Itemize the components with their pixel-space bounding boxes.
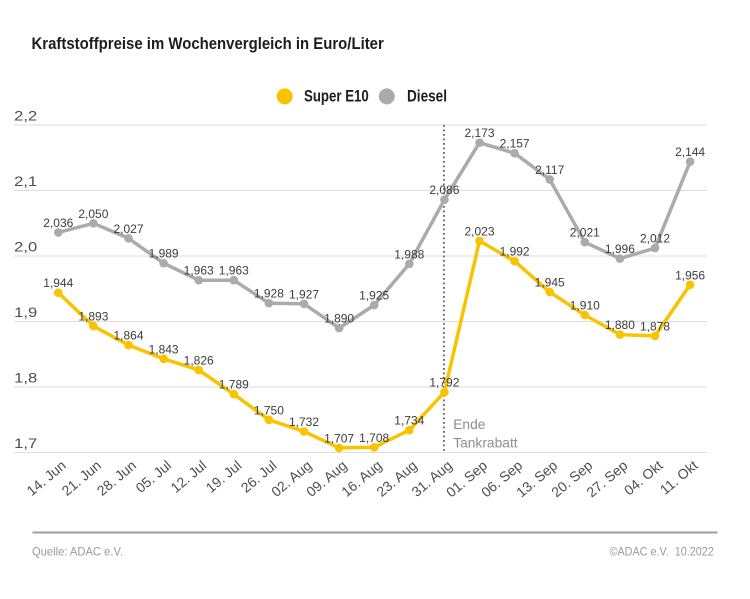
svg-text:Tankrabatt: Tankrabatt [453,436,518,451]
svg-text:1,893: 1,893 [78,310,108,324]
svg-text:2,021: 2,021 [570,226,600,240]
svg-text:1,734: 1,734 [394,414,424,428]
svg-text:1,826: 1,826 [184,354,214,368]
svg-text:2,117: 2,117 [535,163,564,177]
svg-text:1,944: 1,944 [43,276,73,290]
svg-text:1,789: 1,789 [219,378,249,392]
svg-text:1,9: 1,9 [14,304,37,320]
svg-text:Kraftstoffpreise im Wochenverg: Kraftstoffpreise im Wochenvergleich in E… [32,34,385,53]
svg-text:1,880: 1,880 [605,318,635,332]
svg-text:1,945: 1,945 [535,276,565,290]
svg-text:Quelle: ADAC e.V.: Quelle: ADAC e.V. [32,545,123,559]
svg-text:1,956: 1,956 [675,268,705,282]
svg-text:2,023: 2,023 [464,224,494,238]
svg-text:1,8: 1,8 [14,369,37,385]
svg-text:1,963: 1,963 [219,264,249,278]
svg-text:1,927: 1,927 [289,287,319,301]
svg-text:1,708: 1,708 [359,431,389,445]
svg-text:1,792: 1,792 [429,376,459,390]
svg-text:1,878: 1,878 [640,319,670,333]
svg-text:2,2: 2,2 [14,107,37,123]
svg-text:2,157: 2,157 [500,137,530,151]
svg-text:1,996: 1,996 [605,242,635,256]
svg-text:Diesel: Diesel [407,87,447,106]
svg-text:1,843: 1,843 [149,342,179,356]
svg-text:1,989: 1,989 [149,247,179,261]
svg-text:2,012: 2,012 [640,232,670,246]
svg-text:1,732: 1,732 [289,415,319,429]
svg-text:1,750: 1,750 [254,403,284,417]
svg-text:2,050: 2,050 [78,207,108,221]
svg-text:1,910: 1,910 [570,299,600,313]
svg-text:1,963: 1,963 [184,264,214,278]
svg-text:1,864: 1,864 [113,329,143,343]
svg-text:1,707: 1,707 [324,431,354,445]
svg-text:2,0: 2,0 [14,238,37,254]
svg-text:Super E10: Super E10 [304,87,369,106]
svg-text:2,086: 2,086 [429,183,459,197]
svg-text:1,7: 1,7 [14,435,37,451]
svg-text:2,144: 2,144 [675,145,705,159]
svg-text:2,036: 2,036 [43,216,73,230]
svg-text:Ende: Ende [453,417,486,432]
svg-text:©ADAC e.V. 10.2022: ©ADAC e.V. 10.2022 [610,545,715,559]
svg-text:1,988: 1,988 [394,247,424,261]
svg-text:1,890: 1,890 [324,312,354,326]
svg-text:1,928: 1,928 [254,287,284,301]
svg-text:1,992: 1,992 [500,245,530,259]
svg-text:2,173: 2,173 [464,126,494,140]
svg-text:2,027: 2,027 [113,222,143,236]
svg-text:2,1: 2,1 [14,173,37,189]
svg-text:1,925: 1,925 [359,289,389,303]
